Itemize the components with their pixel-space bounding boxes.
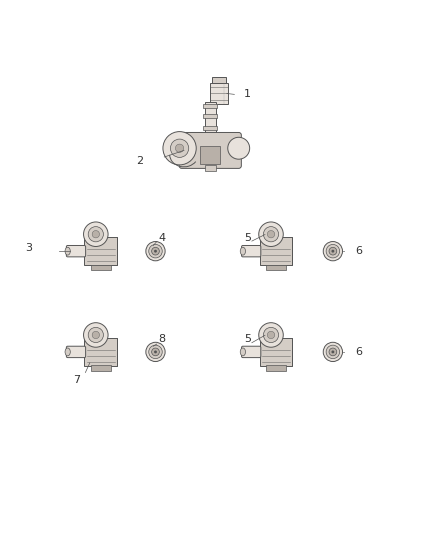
Text: 6: 6 xyxy=(356,347,363,357)
Circle shape xyxy=(149,345,162,359)
Circle shape xyxy=(175,144,184,152)
Circle shape xyxy=(154,250,157,253)
FancyBboxPatch shape xyxy=(242,246,261,257)
Circle shape xyxy=(267,332,275,338)
Text: 1: 1 xyxy=(244,90,251,99)
Bar xyxy=(200,146,220,164)
Circle shape xyxy=(267,231,275,238)
FancyBboxPatch shape xyxy=(210,83,228,104)
Circle shape xyxy=(152,247,159,255)
Circle shape xyxy=(146,342,165,361)
Ellipse shape xyxy=(65,348,70,356)
Bar xyxy=(205,165,215,172)
Text: 6: 6 xyxy=(356,246,363,256)
Circle shape xyxy=(88,227,103,242)
Bar xyxy=(203,138,217,141)
Circle shape xyxy=(263,327,279,343)
FancyBboxPatch shape xyxy=(84,237,117,265)
Bar xyxy=(203,114,217,118)
FancyBboxPatch shape xyxy=(67,346,86,358)
Circle shape xyxy=(88,327,103,343)
Text: 5: 5 xyxy=(244,233,251,243)
Circle shape xyxy=(146,241,165,261)
Circle shape xyxy=(259,322,283,347)
Text: 8: 8 xyxy=(159,334,166,344)
FancyBboxPatch shape xyxy=(179,133,241,168)
Circle shape xyxy=(92,332,99,338)
FancyBboxPatch shape xyxy=(259,338,293,366)
Circle shape xyxy=(152,348,159,356)
FancyBboxPatch shape xyxy=(242,346,261,358)
Ellipse shape xyxy=(65,247,70,255)
Circle shape xyxy=(326,245,339,258)
Circle shape xyxy=(332,250,334,253)
Circle shape xyxy=(329,348,337,356)
Text: 2: 2 xyxy=(137,156,144,166)
FancyBboxPatch shape xyxy=(259,237,293,265)
Ellipse shape xyxy=(240,348,245,356)
Bar xyxy=(91,264,110,270)
FancyBboxPatch shape xyxy=(67,246,86,257)
Bar xyxy=(203,104,217,108)
Circle shape xyxy=(329,247,337,255)
Bar xyxy=(203,126,217,130)
Circle shape xyxy=(84,222,108,246)
Circle shape xyxy=(149,245,162,258)
Text: 5: 5 xyxy=(244,334,251,344)
Circle shape xyxy=(92,231,99,238)
FancyBboxPatch shape xyxy=(84,338,117,366)
Text: 3: 3 xyxy=(25,243,32,253)
Circle shape xyxy=(323,342,343,361)
FancyBboxPatch shape xyxy=(205,102,215,142)
Circle shape xyxy=(170,139,189,157)
Bar xyxy=(266,365,286,370)
Circle shape xyxy=(263,227,279,242)
Text: 7: 7 xyxy=(73,375,80,384)
Circle shape xyxy=(228,138,250,159)
Ellipse shape xyxy=(240,247,245,255)
Circle shape xyxy=(154,351,157,353)
Circle shape xyxy=(84,322,108,347)
Circle shape xyxy=(326,345,339,359)
Bar xyxy=(91,365,110,370)
Circle shape xyxy=(259,222,283,246)
Circle shape xyxy=(163,132,196,165)
Text: 4: 4 xyxy=(159,233,166,243)
Circle shape xyxy=(323,241,343,261)
Bar xyxy=(266,264,286,270)
Circle shape xyxy=(332,351,334,353)
FancyBboxPatch shape xyxy=(212,77,226,83)
